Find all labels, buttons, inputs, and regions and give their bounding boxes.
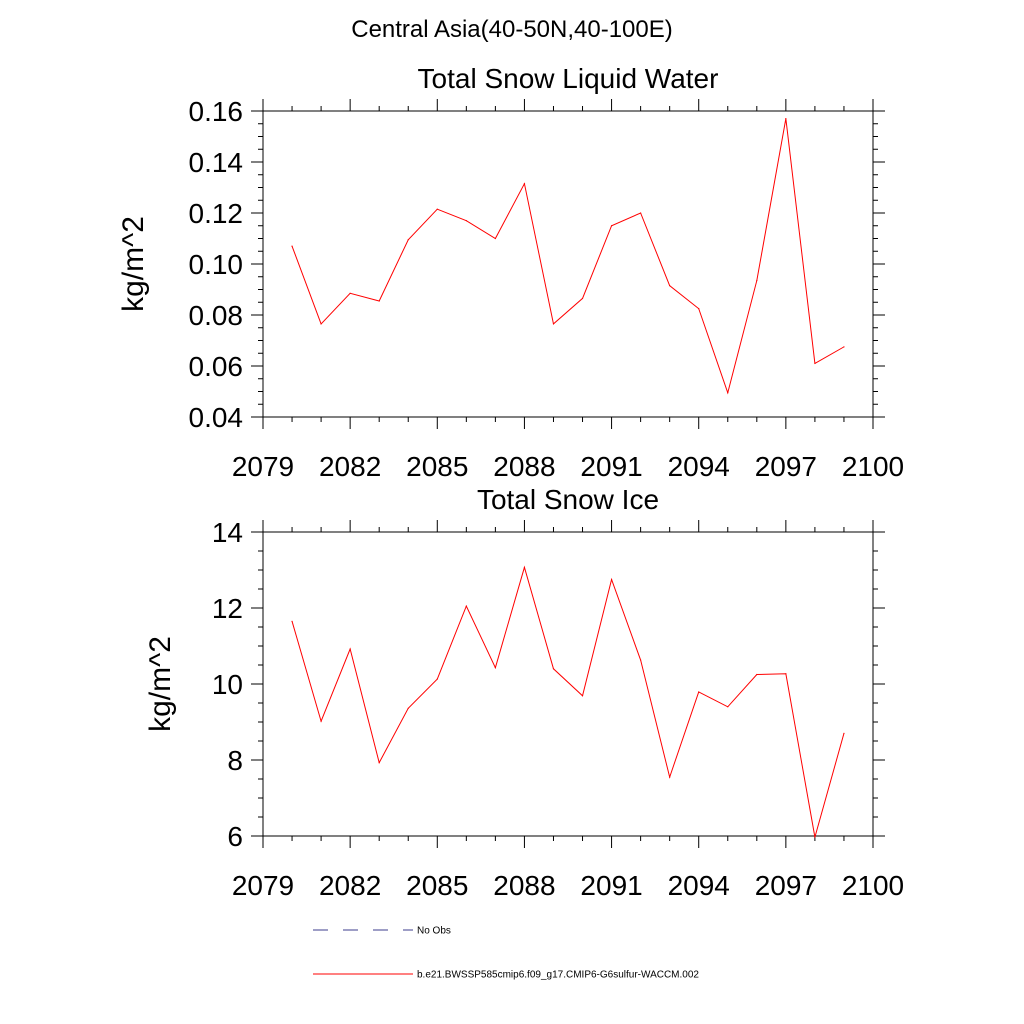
x-tick-label: 2100 xyxy=(842,451,904,482)
panel-snow-ice: 2079 2082 2085 2088 2091 2094 2097 2100 6 8 10 12 14… xyxy=(144,484,904,901)
y-axis-label: kg/m^2 xyxy=(117,216,150,312)
y-tick-label: 0.12 xyxy=(189,198,244,229)
x-tick-label: 2079 xyxy=(232,870,294,901)
x-tick-label: 2094 xyxy=(668,870,730,901)
data-point xyxy=(698,691,700,693)
data-point xyxy=(465,220,467,222)
x-tick-label: 2088 xyxy=(493,870,555,901)
data-point xyxy=(727,706,729,708)
data-point xyxy=(581,297,584,300)
data-point xyxy=(843,346,845,348)
y-tick-label: 0.08 xyxy=(189,300,244,331)
data-point xyxy=(291,245,293,247)
data-point xyxy=(814,362,816,365)
data-point xyxy=(349,292,351,294)
x-tick-label: 2085 xyxy=(406,451,468,482)
data-point xyxy=(785,673,787,675)
data-point xyxy=(494,237,496,240)
x-tick-label: 2082 xyxy=(319,870,381,901)
y-tick-label: 0.14 xyxy=(189,147,244,178)
data-point xyxy=(436,678,438,680)
x-tick-label: 2100 xyxy=(842,870,904,901)
legend-model-label: b.e21.BWSSP585cmip6.f09_g17.CMIP6-G6sulf… xyxy=(417,970,699,981)
data-point xyxy=(669,285,671,287)
x-tick-label: 2085 xyxy=(406,870,468,901)
x-tick-label: 2097 xyxy=(755,870,817,901)
y-tick-label: 0.04 xyxy=(189,402,244,433)
data-point xyxy=(378,300,380,302)
y-tick-label: 14 xyxy=(212,517,243,548)
x-tick-label: 2091 xyxy=(580,870,642,901)
data-point xyxy=(756,279,758,282)
data-point xyxy=(581,695,584,697)
data-point xyxy=(407,239,409,241)
figure-title: Central Asia(40-50N,40-100E) xyxy=(351,16,673,43)
x-tick-label: 2091 xyxy=(580,451,642,482)
data-point xyxy=(320,720,322,722)
data-point xyxy=(640,212,642,214)
data-point xyxy=(291,620,293,622)
data-point xyxy=(523,183,526,185)
plot-frame xyxy=(262,531,874,837)
x-tick-label: 2094 xyxy=(668,451,730,482)
data-point xyxy=(552,668,555,670)
data-point xyxy=(610,225,613,227)
data-point xyxy=(523,566,526,568)
y-axis-label: kg/m^2 xyxy=(144,636,177,732)
data-point xyxy=(785,118,787,120)
data-point xyxy=(378,762,380,764)
legend-obs-label: No Obs xyxy=(417,926,451,937)
panel-title: Total Snow Ice xyxy=(477,484,659,515)
plot-frame xyxy=(262,110,874,418)
data-point xyxy=(407,707,409,709)
data-point xyxy=(727,392,729,394)
y-tick-label: 8 xyxy=(227,745,243,776)
y-tick-label: 0.16 xyxy=(189,96,244,127)
data-point xyxy=(698,308,700,310)
series-line xyxy=(291,118,845,395)
data-point xyxy=(494,667,496,669)
y-tick-label: 0.06 xyxy=(189,351,244,382)
data-point xyxy=(843,732,845,735)
data-point xyxy=(756,673,758,676)
data-point xyxy=(814,836,816,838)
data-point xyxy=(465,605,467,607)
panel-title: Total Snow Liquid Water xyxy=(418,63,719,94)
y-tick-label: 0.10 xyxy=(189,249,244,280)
y-tick-label: 6 xyxy=(227,821,243,852)
data-point xyxy=(436,208,438,210)
legend: No Obs b.e21.BWSSP585cmip6.f09_g17.CMIP6… xyxy=(313,926,699,981)
x-tick-label: 2079 xyxy=(232,451,294,482)
data-point xyxy=(669,776,671,778)
y-tick-label: 12 xyxy=(212,593,243,624)
x-tick-label: 2088 xyxy=(493,451,555,482)
data-point xyxy=(552,323,555,325)
panel-snow-liquid-water: 2079 2082 2085 2088 2091 2094 2097 2100 0.04 0.06… xyxy=(117,63,904,482)
data-point xyxy=(349,648,351,650)
x-tick-label: 2097 xyxy=(755,451,817,482)
x-tick-label: 2082 xyxy=(319,451,381,482)
data-point xyxy=(640,659,642,661)
series-line xyxy=(291,565,845,838)
data-point xyxy=(320,323,322,325)
data-point xyxy=(610,578,613,581)
y-tick-label: 10 xyxy=(212,669,243,700)
